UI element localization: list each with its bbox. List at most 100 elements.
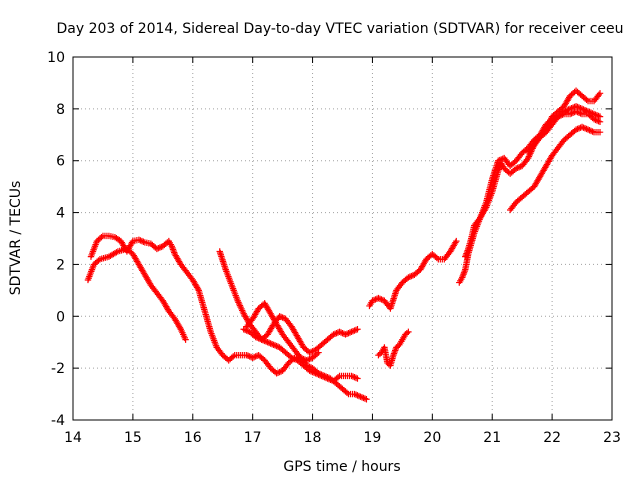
series-a [84,245,189,343]
data-point [595,112,602,120]
data-point [351,390,358,398]
data-point [140,238,147,245]
data-point [246,353,253,360]
y-tick-label: -2 [51,361,65,377]
data-point [590,110,598,118]
data-point [577,105,584,112]
data-point [589,128,596,135]
data-point [306,349,313,356]
data-point [596,128,604,136]
data-point [562,107,569,115]
x-tick-label: 17 [244,430,262,446]
data-point [482,205,489,213]
data-point [264,339,271,346]
data-point [596,90,604,97]
data-point [351,327,358,334]
data-point [289,355,297,362]
data-point [155,245,162,252]
data-point [578,105,586,113]
data-point [319,372,327,379]
series-d [243,300,370,403]
data-point [352,326,360,334]
data-point [584,126,592,133]
series-f [366,237,460,312]
data-point [334,374,342,381]
series-e [240,313,361,356]
data-point [322,373,330,380]
data-point [352,391,360,398]
plot-frame [72,56,613,421]
x-tick-label: 20 [423,430,441,446]
data-point [405,328,412,336]
data-point [277,313,285,321]
data-point [363,396,370,403]
data-point [316,370,324,378]
data-point [270,341,277,349]
series-b [87,232,322,377]
data-point [405,274,412,281]
data-point [574,125,581,133]
data-point [250,353,258,361]
series-k [524,103,604,157]
data-point [512,165,520,172]
data-point [318,371,325,378]
data-point [336,328,343,336]
data-point [360,394,367,402]
x-axis-label: GPS time / hours [283,459,400,475]
axis-ticks [72,56,613,421]
data-point [333,329,340,337]
data-point [406,273,414,280]
data-point [279,314,286,321]
data-point [244,352,252,360]
data-point [351,374,358,381]
data-point [575,104,583,111]
data-point [572,126,580,133]
data-point [357,393,364,400]
data-point [95,257,102,264]
data-point [346,329,354,336]
data-point [572,103,580,110]
data-point [321,372,328,380]
data-point [339,329,346,337]
data-point [253,352,261,360]
data-point [575,125,583,132]
data-point [337,329,345,336]
data-point [587,127,595,135]
data-point [304,362,312,370]
data-point [586,127,593,134]
y-tick-labels: -4 -2 0 2 4 6 8 10 [47,50,65,429]
series-g [375,328,412,369]
data-point [274,369,282,376]
data-point [568,105,575,112]
data-point [574,103,581,111]
data-point [354,392,361,399]
y-tick-label: 0 [56,309,65,325]
data-point [566,105,574,113]
x-tick-labels: 14 15 16 17 18 19 20 21 22 23 [64,430,621,446]
data-point [369,297,376,304]
data-point [315,370,322,377]
data-point [345,329,352,337]
series-i [462,108,604,260]
data-point [307,348,315,356]
data-point [342,331,349,338]
data-point [578,123,586,131]
data-point [403,329,411,337]
data-point [354,375,361,382]
y-tick-label: -4 [51,413,65,429]
data-point [271,342,279,349]
data-point [452,239,459,246]
data-point [515,163,523,171]
data-point [273,342,280,350]
data-point [433,254,441,262]
data-point [135,236,143,243]
x-tick-label: 15 [124,430,142,446]
data-point [176,324,184,331]
data-point [306,363,313,371]
data-point [291,355,298,363]
data-point [587,109,595,116]
data-point [565,106,572,113]
x-tick-label: 16 [184,430,202,446]
data-marks [84,87,604,403]
data-point [265,339,273,347]
